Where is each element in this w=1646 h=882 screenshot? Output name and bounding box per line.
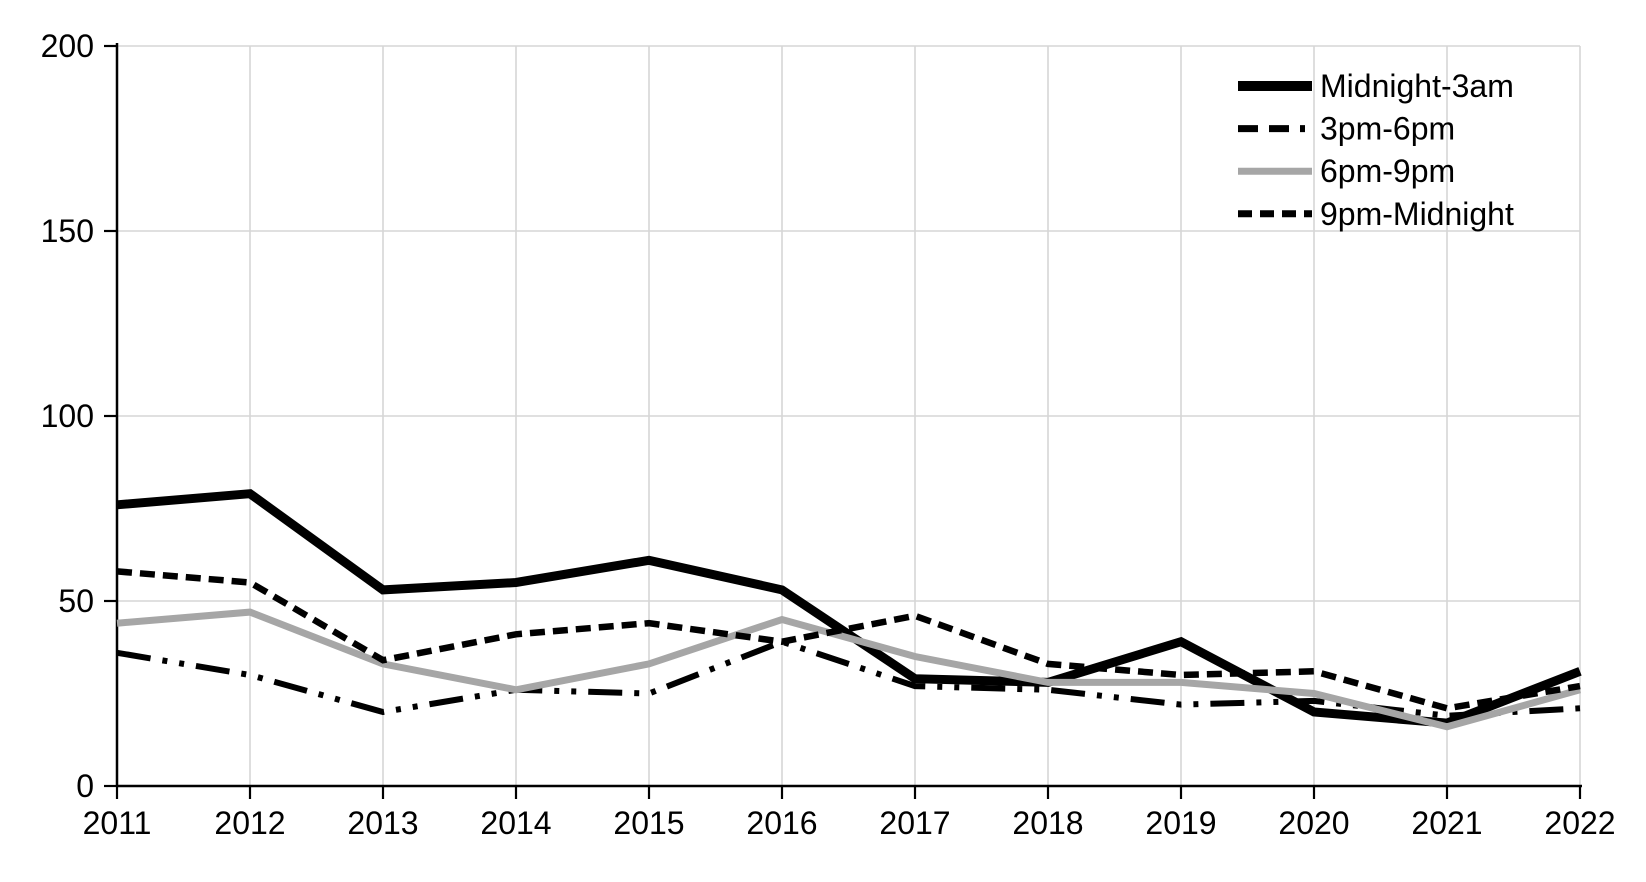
y-axis-tick-label: 100 (41, 398, 94, 434)
legend-label: 6pm-9pm (1320, 153, 1455, 189)
legend-item-midnight-3am: Midnight-3am (1238, 68, 1514, 104)
x-axis-tick-label: 2016 (746, 805, 817, 841)
x-axis-tick-label: 2015 (613, 805, 684, 841)
legend: Midnight-3am 3pm-6pm 6pm-9pm 9pm-Midnight (1238, 68, 1514, 232)
x-axis-tick-label: 2018 (1012, 805, 1083, 841)
y-axis-tick-label: 0 (76, 768, 94, 804)
series-line-9pm-midnight (116, 568, 1581, 712)
x-axis-tick-label: 2014 (480, 805, 551, 841)
legend-item-3pm-6pm: 3pm-6pm (1238, 111, 1455, 147)
series-line-midnight-3am (116, 489, 1582, 728)
gridlines (117, 45, 1581, 786)
y-axis-tick-label: 50 (58, 583, 94, 619)
axis-labels: 0 50 100 150 200 2011 2012 2013 2014 2015 2016 2017… (41, 28, 1616, 841)
series-line-6pm-9pm (116, 608, 1581, 731)
x-axis-tick-label: 2022 (1544, 805, 1615, 841)
x-axis-tick-label: 2021 (1411, 805, 1482, 841)
series-group (116, 489, 1582, 731)
y-axis-tick-label: 200 (41, 28, 94, 64)
legend-item-9pm-midnight: 9pm-Midnight (1238, 196, 1514, 232)
legend-label: 9pm-Midnight (1320, 196, 1514, 232)
x-axis-tick-label: 2011 (83, 805, 152, 841)
legend-label: 3pm-6pm (1320, 111, 1455, 147)
x-axis-tick-label: 2017 (879, 805, 950, 841)
x-axis-tick-label: 2013 (347, 805, 418, 841)
x-axis-tick-label: 2012 (214, 805, 285, 841)
series-line-3pm-6pm (116, 638, 1581, 719)
axes (104, 43, 1582, 799)
y-axis-tick-label: 150 (41, 213, 94, 249)
x-axis-tick-label: 2020 (1278, 805, 1349, 841)
x-axis-tick-label: 2019 (1145, 805, 1216, 841)
legend-label: Midnight-3am (1320, 68, 1514, 104)
legend-item-6pm-9pm: 6pm-9pm (1238, 153, 1455, 189)
